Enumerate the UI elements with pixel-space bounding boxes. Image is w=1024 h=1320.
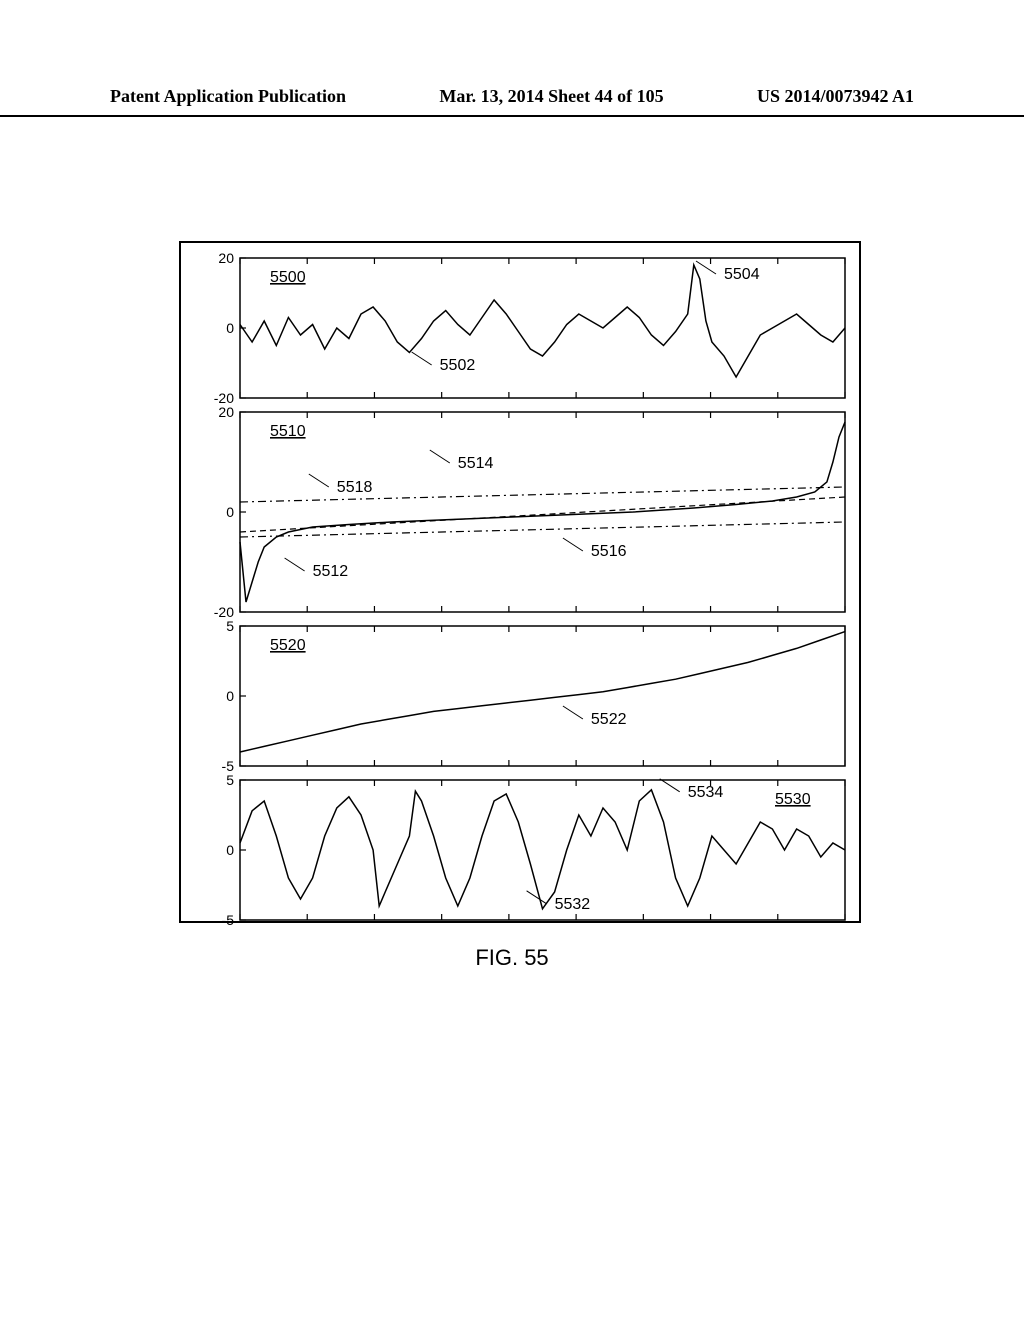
svg-text:5: 5 <box>226 618 234 634</box>
svg-text:5534: 5534 <box>688 784 724 801</box>
svg-text:20: 20 <box>218 404 234 420</box>
svg-text:5504: 5504 <box>724 266 760 283</box>
svg-text:5500: 5500 <box>270 269 306 286</box>
svg-text:0: 0 <box>226 842 234 858</box>
svg-text:5532: 5532 <box>555 896 591 913</box>
svg-text:20: 20 <box>218 250 234 266</box>
svg-text:0: 0 <box>226 320 234 336</box>
svg-text:5518: 5518 <box>337 479 373 496</box>
chart-panels: -20020550055045502-200205510551455185516… <box>170 240 870 940</box>
svg-text:5512: 5512 <box>313 563 349 580</box>
page-header: Patent Application Publication Mar. 13, … <box>0 86 1024 117</box>
svg-text:0: 0 <box>226 504 234 520</box>
svg-text:5516: 5516 <box>591 543 627 560</box>
svg-text:5514: 5514 <box>458 455 494 472</box>
svg-text:0: 0 <box>226 688 234 704</box>
svg-text:5510: 5510 <box>270 423 306 440</box>
svg-text:5522: 5522 <box>591 711 627 728</box>
svg-text:-5: -5 <box>222 912 235 928</box>
svg-text:5: 5 <box>226 772 234 788</box>
header-left: Patent Application Publication <box>110 86 346 107</box>
svg-text:5502: 5502 <box>440 357 476 374</box>
svg-text:5530: 5530 <box>775 791 811 808</box>
header-right: US 2014/0073942 A1 <box>757 86 914 107</box>
svg-text:5520: 5520 <box>270 637 306 654</box>
figure-caption: FIG. 55 <box>0 945 1024 971</box>
header-center: Mar. 13, 2014 Sheet 44 of 105 <box>439 86 663 107</box>
figure-55: -20020550055045502-200205510551455185516… <box>170 240 850 930</box>
